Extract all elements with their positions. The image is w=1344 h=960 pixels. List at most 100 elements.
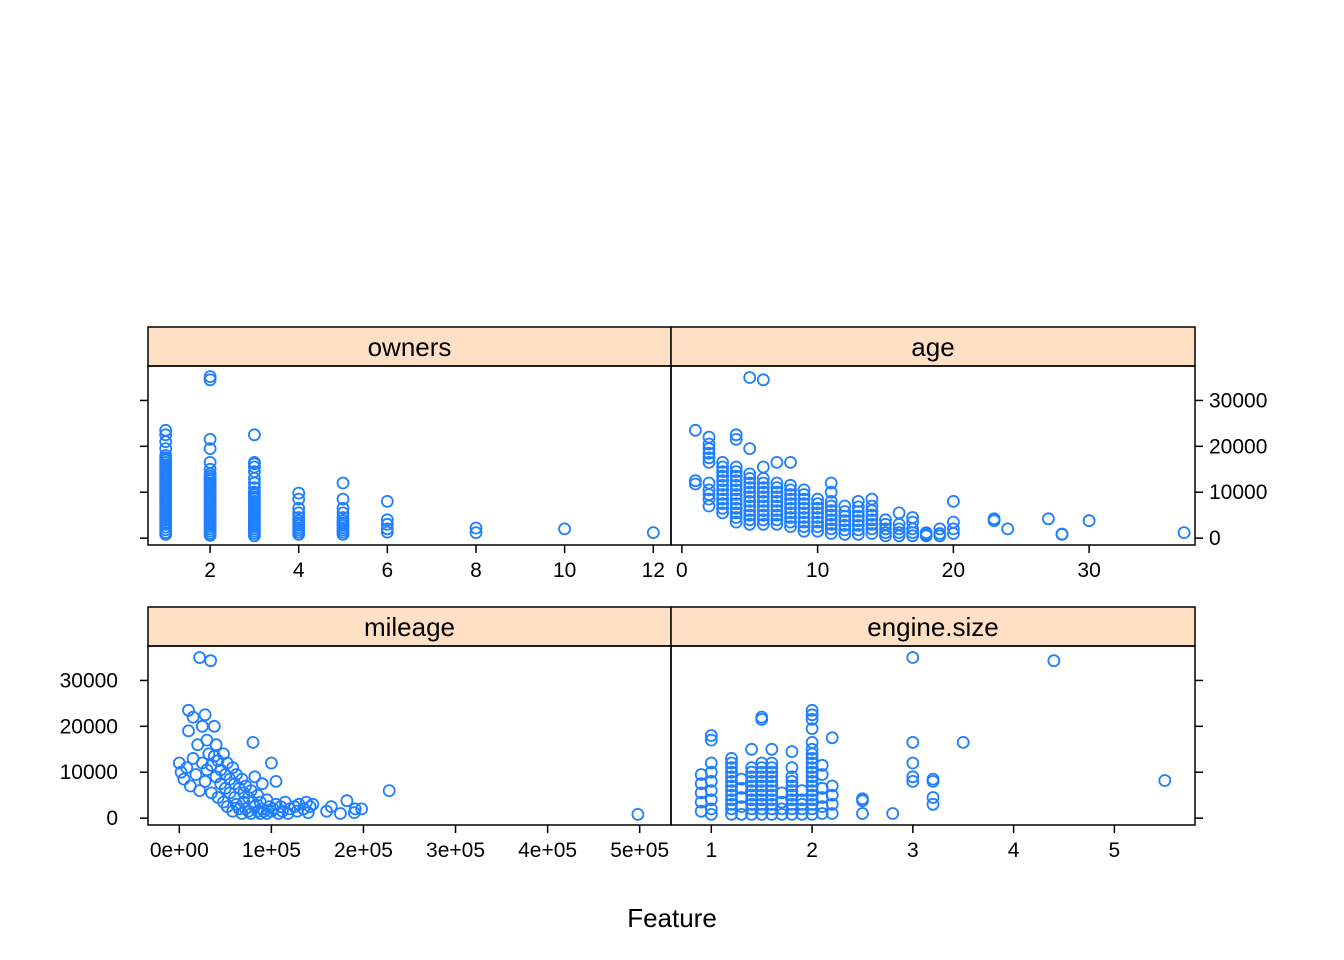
data-point	[716, 501, 729, 515]
data-point	[204, 654, 218, 668]
data-point	[729, 511, 743, 524]
data-point	[756, 494, 770, 508]
data-point	[729, 501, 743, 515]
data-point	[805, 736, 819, 749]
data-point	[226, 804, 240, 818]
data-point	[743, 467, 757, 481]
data-point	[198, 708, 212, 722]
data-point	[725, 765, 738, 779]
data-point	[805, 713, 819, 726]
data-point	[784, 497, 797, 511]
data-point	[756, 373, 770, 387]
data-point	[340, 794, 354, 808]
data-point	[756, 517, 770, 531]
data-point	[926, 797, 940, 811]
y-tick-label: 20000	[60, 715, 118, 738]
data-point	[851, 494, 865, 508]
data-point	[333, 807, 347, 820]
data-point	[247, 481, 261, 495]
data-point	[755, 761, 769, 774]
data-point	[838, 514, 852, 528]
data-point	[824, 513, 838, 527]
data-point	[765, 770, 779, 784]
data-point	[795, 797, 809, 811]
data-point	[865, 513, 879, 527]
data-point	[729, 478, 743, 492]
x-tick-label: 5	[1109, 839, 1121, 862]
x-tick-label: 20	[942, 559, 965, 582]
data-point	[795, 784, 809, 797]
data-point	[906, 736, 920, 749]
data-point	[306, 797, 320, 811]
data-point	[906, 651, 920, 664]
data-point	[824, 522, 838, 536]
data-point	[784, 520, 797, 533]
data-point	[756, 476, 770, 490]
data-point	[797, 524, 811, 538]
data-point	[725, 761, 738, 774]
data-point	[906, 511, 919, 524]
strip-label: age	[911, 332, 954, 362]
x-tick-label: 12	[642, 559, 665, 582]
data-point	[824, 499, 838, 513]
data-point	[879, 513, 892, 527]
data-point	[729, 483, 743, 497]
points-owners	[159, 370, 660, 543]
data-point	[856, 807, 869, 820]
data-point	[756, 504, 770, 518]
data-point	[743, 494, 757, 508]
data-point	[933, 527, 947, 540]
data-point	[729, 432, 743, 446]
data-point	[755, 775, 769, 788]
data-point	[811, 501, 824, 515]
data-point	[756, 490, 770, 504]
x-tick-label: 4	[1008, 839, 1020, 862]
data-point	[716, 492, 729, 506]
data-point	[729, 474, 743, 488]
data-point	[1082, 514, 1096, 528]
strip-background	[670, 326, 1196, 367]
data-point	[704, 729, 718, 742]
data-point	[838, 509, 852, 523]
data-point	[770, 485, 784, 499]
x-tick-label: 1e+05	[242, 839, 301, 862]
data-point	[189, 768, 203, 781]
data-point	[906, 770, 920, 784]
data-point	[815, 807, 829, 820]
data-point	[770, 508, 784, 522]
data-point	[729, 488, 743, 501]
data-point	[811, 492, 824, 506]
data-point	[292, 506, 306, 520]
x-tick-label: 2e+05	[334, 839, 393, 862]
x-tick-label: 10	[553, 559, 576, 582]
data-point	[785, 793, 799, 807]
data-point	[716, 460, 729, 474]
data-point	[851, 514, 865, 528]
data-point	[824, 504, 838, 518]
data-point	[865, 499, 879, 513]
data-point	[824, 485, 838, 499]
data-point	[716, 455, 729, 469]
data-point	[336, 476, 350, 490]
data-point	[704, 775, 718, 788]
data-point	[209, 738, 223, 752]
data-point	[785, 745, 799, 758]
data-point	[756, 513, 770, 527]
data-point	[765, 756, 779, 770]
data-point	[743, 485, 757, 499]
data-point	[755, 710, 769, 724]
data-point	[716, 488, 729, 501]
x-tick-label: 3e+05	[426, 839, 485, 862]
data-point	[765, 742, 779, 756]
data-point	[1177, 526, 1191, 539]
data-point	[745, 742, 758, 756]
data-point	[926, 791, 940, 804]
data-point	[784, 515, 797, 529]
data-point	[755, 788, 769, 802]
data-point	[247, 485, 261, 499]
data-point	[729, 506, 743, 520]
data-point	[235, 772, 249, 786]
data-point	[838, 518, 852, 532]
data-point	[770, 499, 784, 513]
data-point	[704, 756, 718, 770]
